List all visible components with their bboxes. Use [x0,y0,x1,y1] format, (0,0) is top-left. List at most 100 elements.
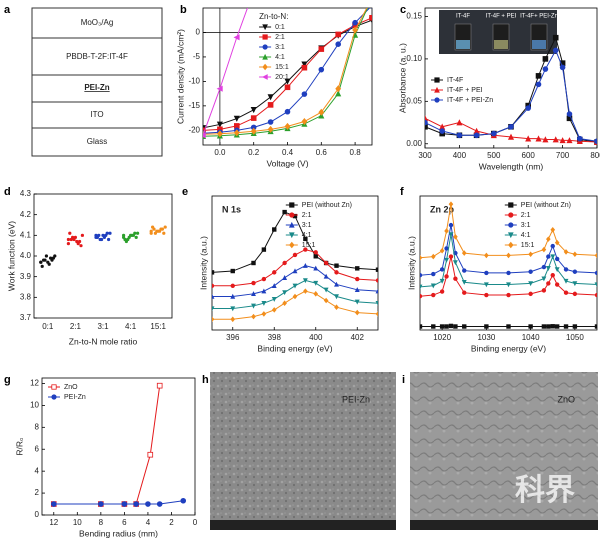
marker [282,209,287,215]
x-tick-label: 400 [453,151,467,160]
marker [546,236,551,242]
panel-label: b [180,4,187,16]
sem-texture [410,372,598,530]
legend-label: 2:1 [275,34,285,41]
marker [448,201,454,207]
legend-label: IT-4F [447,77,463,84]
marker [554,282,560,287]
data-point [75,239,79,244]
marker [318,46,325,52]
x-tick-label: 4 [146,518,151,527]
marker [289,241,295,249]
y-tick-label: 0.10 [406,54,422,63]
legend-label: 0:1 [275,24,285,31]
data-point [39,260,43,264]
marker [98,501,104,507]
data-point [69,237,73,242]
data-point [80,233,84,237]
data-point [50,258,54,262]
y-tick-label: 3.7 [20,313,32,322]
marker [303,288,308,294]
y-tick-label: 0.05 [406,96,422,105]
marker [484,324,489,329]
legend-label: 20:1 [275,74,289,81]
y-tick-label: 3.9 [20,272,32,281]
marker [313,265,319,271]
marker [552,47,559,54]
y-tick-label: 6 [35,444,40,453]
marker [439,289,445,294]
marker [508,202,514,208]
marker [439,128,446,134]
marker [542,136,549,143]
marker [448,323,454,329]
marker [541,264,547,270]
marker [303,236,308,242]
data-point [107,237,111,242]
marker [267,125,274,133]
marker [541,246,547,253]
data-point [66,242,70,246]
layer-label: PEI-Zn [84,83,109,92]
marker [334,304,339,311]
marker [594,292,597,298]
panel-label: g [4,374,11,386]
marker [267,94,274,101]
marker [572,281,578,287]
legend-label: 2:1 [521,212,531,219]
marker [462,324,467,329]
vial-liquid [532,40,546,49]
legend-label: ZnO [64,384,78,391]
plot-area [203,8,372,139]
x-tick-label: 402 [351,333,365,342]
x-tick-label: 0:1 [42,322,54,331]
marker [508,241,514,249]
y-tick-label: 4 [35,466,40,475]
data-point [127,235,131,239]
plot-frame [211,195,379,331]
marker [334,294,339,300]
marker [550,243,555,249]
marker [554,324,560,329]
x-axis-label: Binding energy (eV) [257,343,332,353]
marker [439,267,445,272]
marker [301,61,308,68]
plot-area [425,34,597,145]
marker [261,276,267,282]
marker [473,132,480,139]
y-tick-label: -5 [193,52,201,61]
data-point [155,229,159,233]
marker [230,268,235,274]
marker [431,324,436,329]
marker [375,288,378,294]
marker [572,251,578,258]
marker [453,324,458,329]
marker [528,269,533,274]
marker [559,64,566,71]
marker [542,56,549,62]
marker [420,254,423,261]
y-tick-label: 4.3 [20,189,32,198]
marker [552,136,559,143]
marker [233,129,240,137]
marker [284,122,291,130]
y-tick-label: 4.0 [20,251,32,260]
x-tick-label: 8 [99,518,104,527]
marker [420,284,423,290]
marker [251,280,256,286]
marker [262,63,268,71]
chart: 0.0 0.2 0.4 0.6 0.8 -20 -15 -10 -5 0 Voltage (V) Cu… [175,7,373,168]
marker [508,123,514,130]
plot-frame [419,195,598,331]
marker [301,64,308,71]
marker [375,278,378,283]
data-point [66,237,70,242]
marker [484,270,489,276]
data-point [94,233,98,237]
marker [313,250,318,255]
data-point [105,231,109,235]
x-tick-label: 700 [556,151,570,160]
marker [251,313,256,320]
panel-label: c [400,4,406,16]
stack-frame [31,7,163,157]
